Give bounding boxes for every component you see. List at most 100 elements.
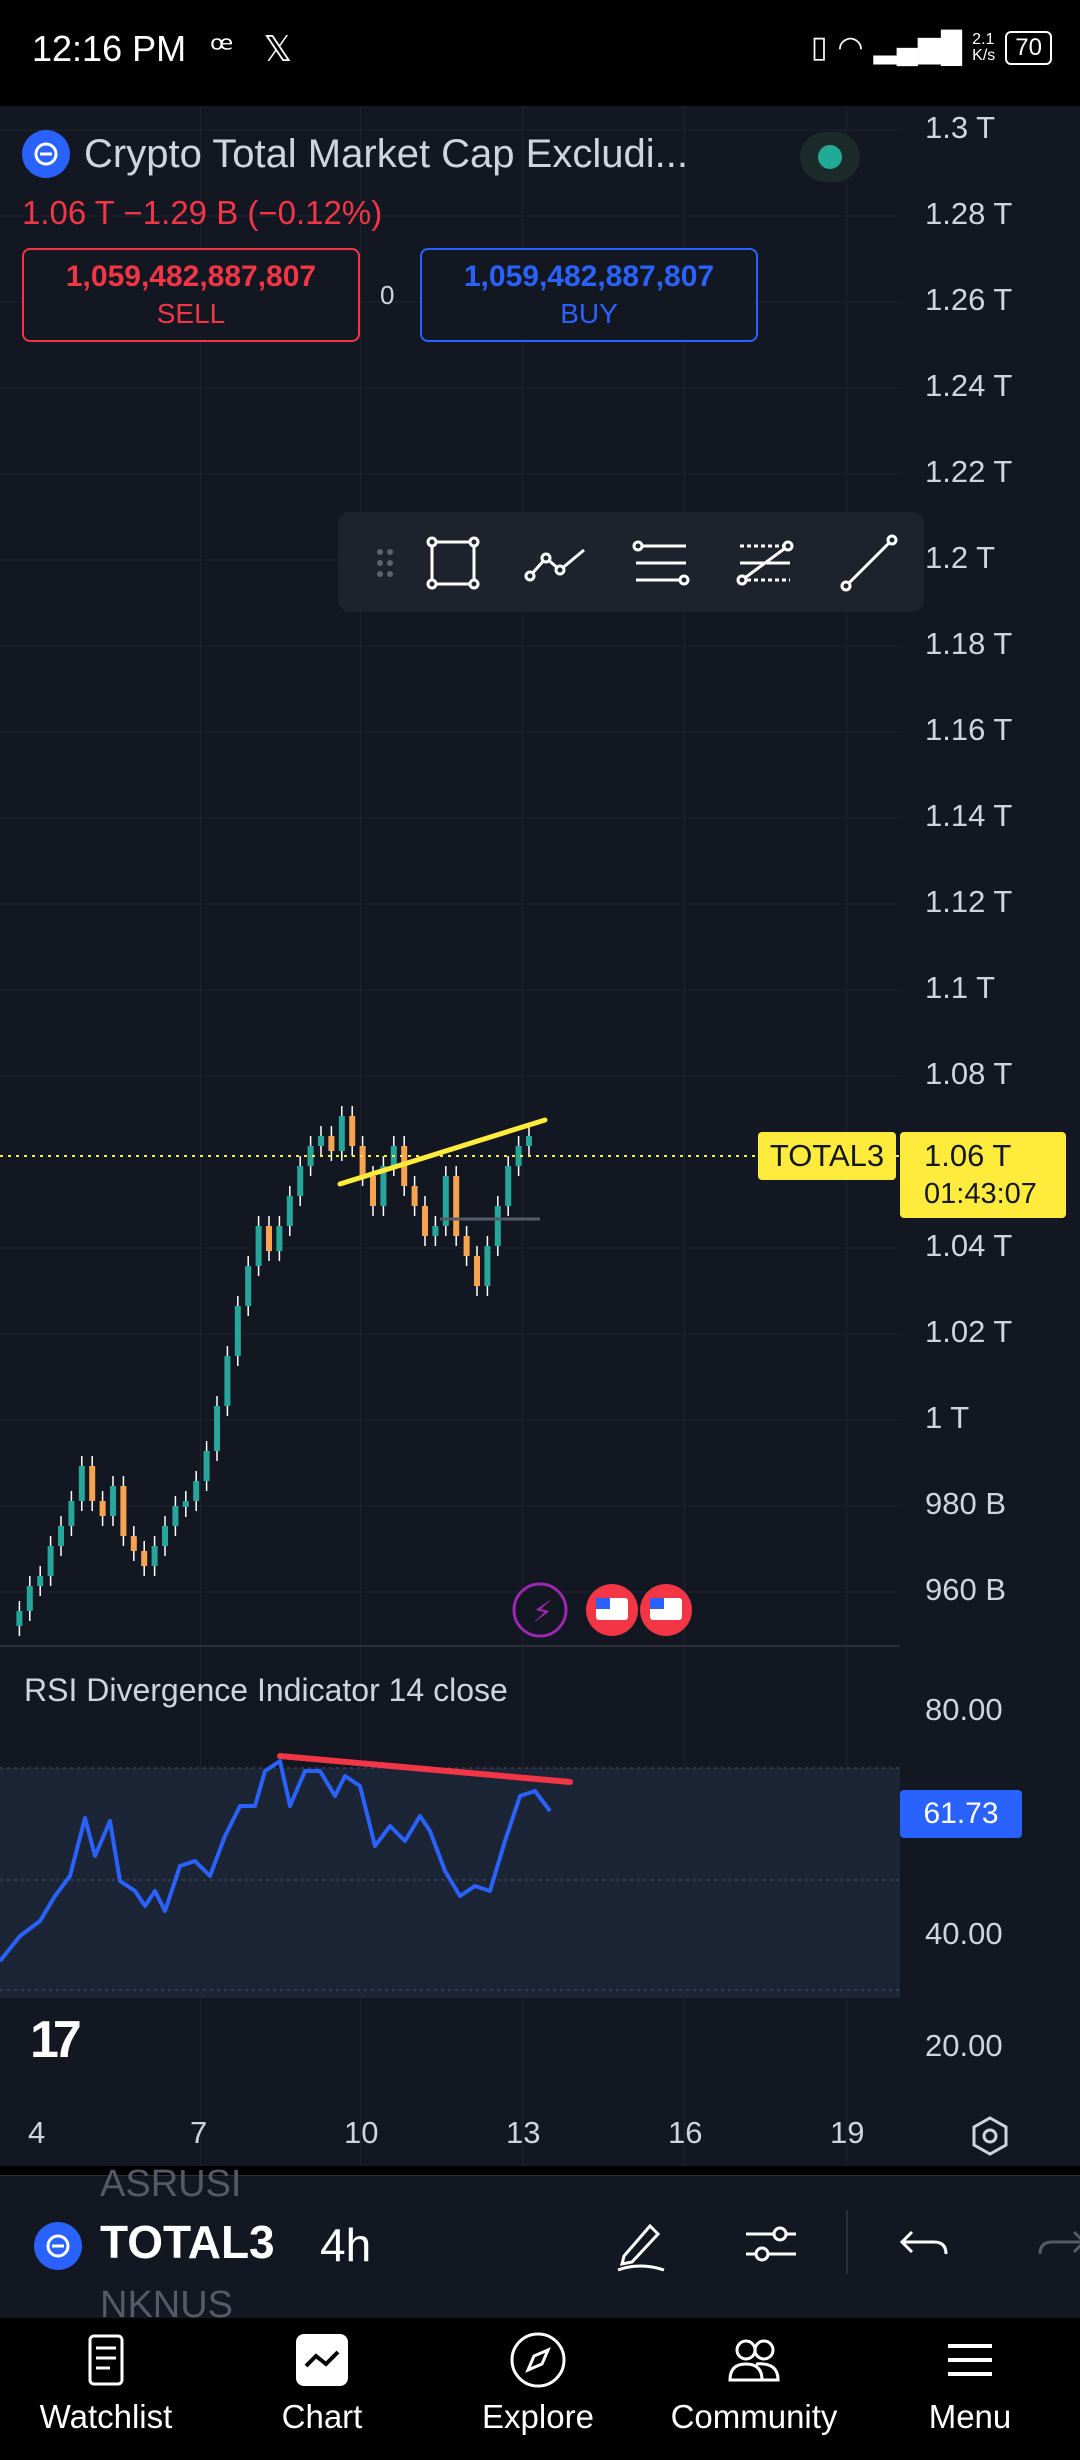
candle xyxy=(318,1136,324,1146)
candle xyxy=(266,1226,272,1251)
date-tick: 19 xyxy=(830,2115,865,2150)
symbol-header[interactable]: Crypto Total Market Cap Excludi... xyxy=(22,130,688,178)
rsi-line xyxy=(0,1759,552,1963)
rsi-axis-80: 80.00 xyxy=(925,1692,1003,1727)
nav-label: Watchlist xyxy=(39,2398,173,2435)
parallel-channel-icon[interactable] xyxy=(732,530,798,596)
price-tick: 1.22 T xyxy=(925,454,1013,489)
candle xyxy=(484,1246,491,1286)
vibrate-icon: ▯ xyxy=(810,31,828,64)
date-tick: 7 xyxy=(190,2115,208,2150)
buy-label: BUY xyxy=(560,298,618,329)
nav-community[interactable]: Community xyxy=(654,2330,854,2436)
price-tick: 960 B xyxy=(925,1572,1007,1607)
symbol-scroll-prev: ASRUSI xyxy=(100,2163,242,2205)
nav-chart[interactable]: Chart xyxy=(222,2330,422,2436)
candle xyxy=(276,1226,283,1251)
candle xyxy=(255,1226,262,1266)
rsi-value-tag: 61.73 xyxy=(900,1790,1022,1838)
candle xyxy=(89,1466,96,1501)
trend-line-tool-icon[interactable] xyxy=(836,530,902,596)
candle xyxy=(162,1526,168,1546)
trendline[interactable] xyxy=(337,1117,548,1187)
candle xyxy=(47,1546,54,1576)
indicators-sliders-icon[interactable] xyxy=(740,2212,802,2274)
candle xyxy=(172,1506,179,1526)
candle xyxy=(422,1206,428,1236)
date-tick: 13 xyxy=(506,2115,541,2150)
candle xyxy=(328,1136,335,1151)
status-bar: 12:16 PM ꟹ 𝕏 ▯ ◠ ▂▄▆█ 2.1 K/s 70 xyxy=(0,0,1080,106)
price-tick: 1.18 T xyxy=(925,626,1013,661)
redo-icon[interactable] xyxy=(1030,2212,1080,2274)
sell-price: 1,059,482,887,807 xyxy=(65,260,317,293)
candle xyxy=(58,1526,64,1546)
community-icon xyxy=(728,2339,780,2382)
drawing-pen-icon[interactable] xyxy=(610,2212,672,2274)
grid-line xyxy=(684,106,685,2166)
candle xyxy=(182,1501,189,1507)
symbol-title[interactable]: Crypto Total Market Cap Excludi... xyxy=(84,131,688,176)
market-status-dot[interactable] xyxy=(800,132,860,182)
crypto-logo-icon xyxy=(22,130,70,178)
price-tick: 980 B xyxy=(925,1486,1007,1521)
tradingview-logo: 17 xyxy=(30,2011,82,2069)
candle xyxy=(297,1166,304,1196)
rsi-divergence-line[interactable] xyxy=(277,1753,573,1785)
spread-value: 0 xyxy=(380,280,395,310)
candle xyxy=(380,1166,387,1206)
current-price-tag: 1.06 T 01:43:07 xyxy=(900,1132,1066,1218)
battery-icon: 70 xyxy=(1005,30,1052,65)
watchlist-icon xyxy=(88,2334,124,2386)
fib-retracement-icon[interactable] xyxy=(628,530,694,596)
nav-label: Explore xyxy=(482,2398,594,2435)
drag-handle-icon[interactable] xyxy=(352,530,418,596)
candle xyxy=(370,1176,376,1206)
date-tick: 16 xyxy=(668,2115,703,2150)
candle xyxy=(214,1406,220,1451)
wifi-icon: ◠ xyxy=(837,31,864,64)
candle xyxy=(151,1546,158,1566)
chart-settings-icon[interactable] xyxy=(970,2116,1010,2156)
nav-label: Chart xyxy=(281,2398,363,2435)
s-icon: ꟹ xyxy=(210,28,234,69)
candle xyxy=(120,1486,127,1536)
candle xyxy=(286,1196,293,1226)
status-time: 12:16 PM xyxy=(32,28,187,69)
drawing-toolbar[interactable] xyxy=(338,512,924,612)
nav-watchlist[interactable]: Watchlist xyxy=(6,2330,206,2436)
candle xyxy=(78,1466,85,1501)
event-lightning-icon[interactable] xyxy=(512,1582,568,1638)
sell-button[interactable]: 1,059,482,887,807 SELL xyxy=(22,248,360,342)
candle xyxy=(26,1586,33,1611)
price-tick: 1.26 T xyxy=(925,282,1013,317)
price-tick: 1.02 T xyxy=(925,1314,1013,1349)
price-chart-svg[interactable]: ⚡ xyxy=(0,106,900,2006)
status-right: ▯ ◠ ▂▄▆█ 2.1 K/s 70 xyxy=(811,30,1052,65)
candle xyxy=(432,1226,439,1236)
nav-menu[interactable]: Menu xyxy=(870,2330,1070,2436)
candle xyxy=(141,1551,148,1566)
candle xyxy=(338,1116,345,1151)
undo-icon[interactable] xyxy=(894,2212,956,2274)
candle xyxy=(494,1206,501,1246)
candle xyxy=(453,1176,460,1236)
price-tick: 1.04 T xyxy=(925,1228,1013,1263)
price-tick: 1.12 T xyxy=(925,884,1013,919)
toolbar-symbol-logo-icon xyxy=(34,2222,82,2270)
interval-selector[interactable]: 4h xyxy=(320,2219,372,2271)
price-tick: 1.2 T xyxy=(925,540,996,575)
rsi-title[interactable]: RSI Divergence Indicator 14 close xyxy=(24,1672,508,1708)
toolbar-symbol[interactable]: TOTAL3 xyxy=(100,2216,275,2268)
path-tool-icon[interactable] xyxy=(524,530,590,596)
candle xyxy=(463,1236,470,1256)
candle xyxy=(234,1306,241,1356)
x-icon: 𝕏 xyxy=(263,28,293,69)
buy-price: 1,059,482,887,807 xyxy=(463,260,715,293)
nav-explore[interactable]: Explore xyxy=(438,2330,638,2436)
grid-line xyxy=(200,106,201,2166)
rectangle-tool-icon[interactable] xyxy=(420,530,486,596)
price-tick: 1.14 T xyxy=(925,798,1013,833)
buy-button[interactable]: 1,059,482,887,807 BUY xyxy=(420,248,758,342)
price-tick: 1 T xyxy=(925,1400,970,1435)
